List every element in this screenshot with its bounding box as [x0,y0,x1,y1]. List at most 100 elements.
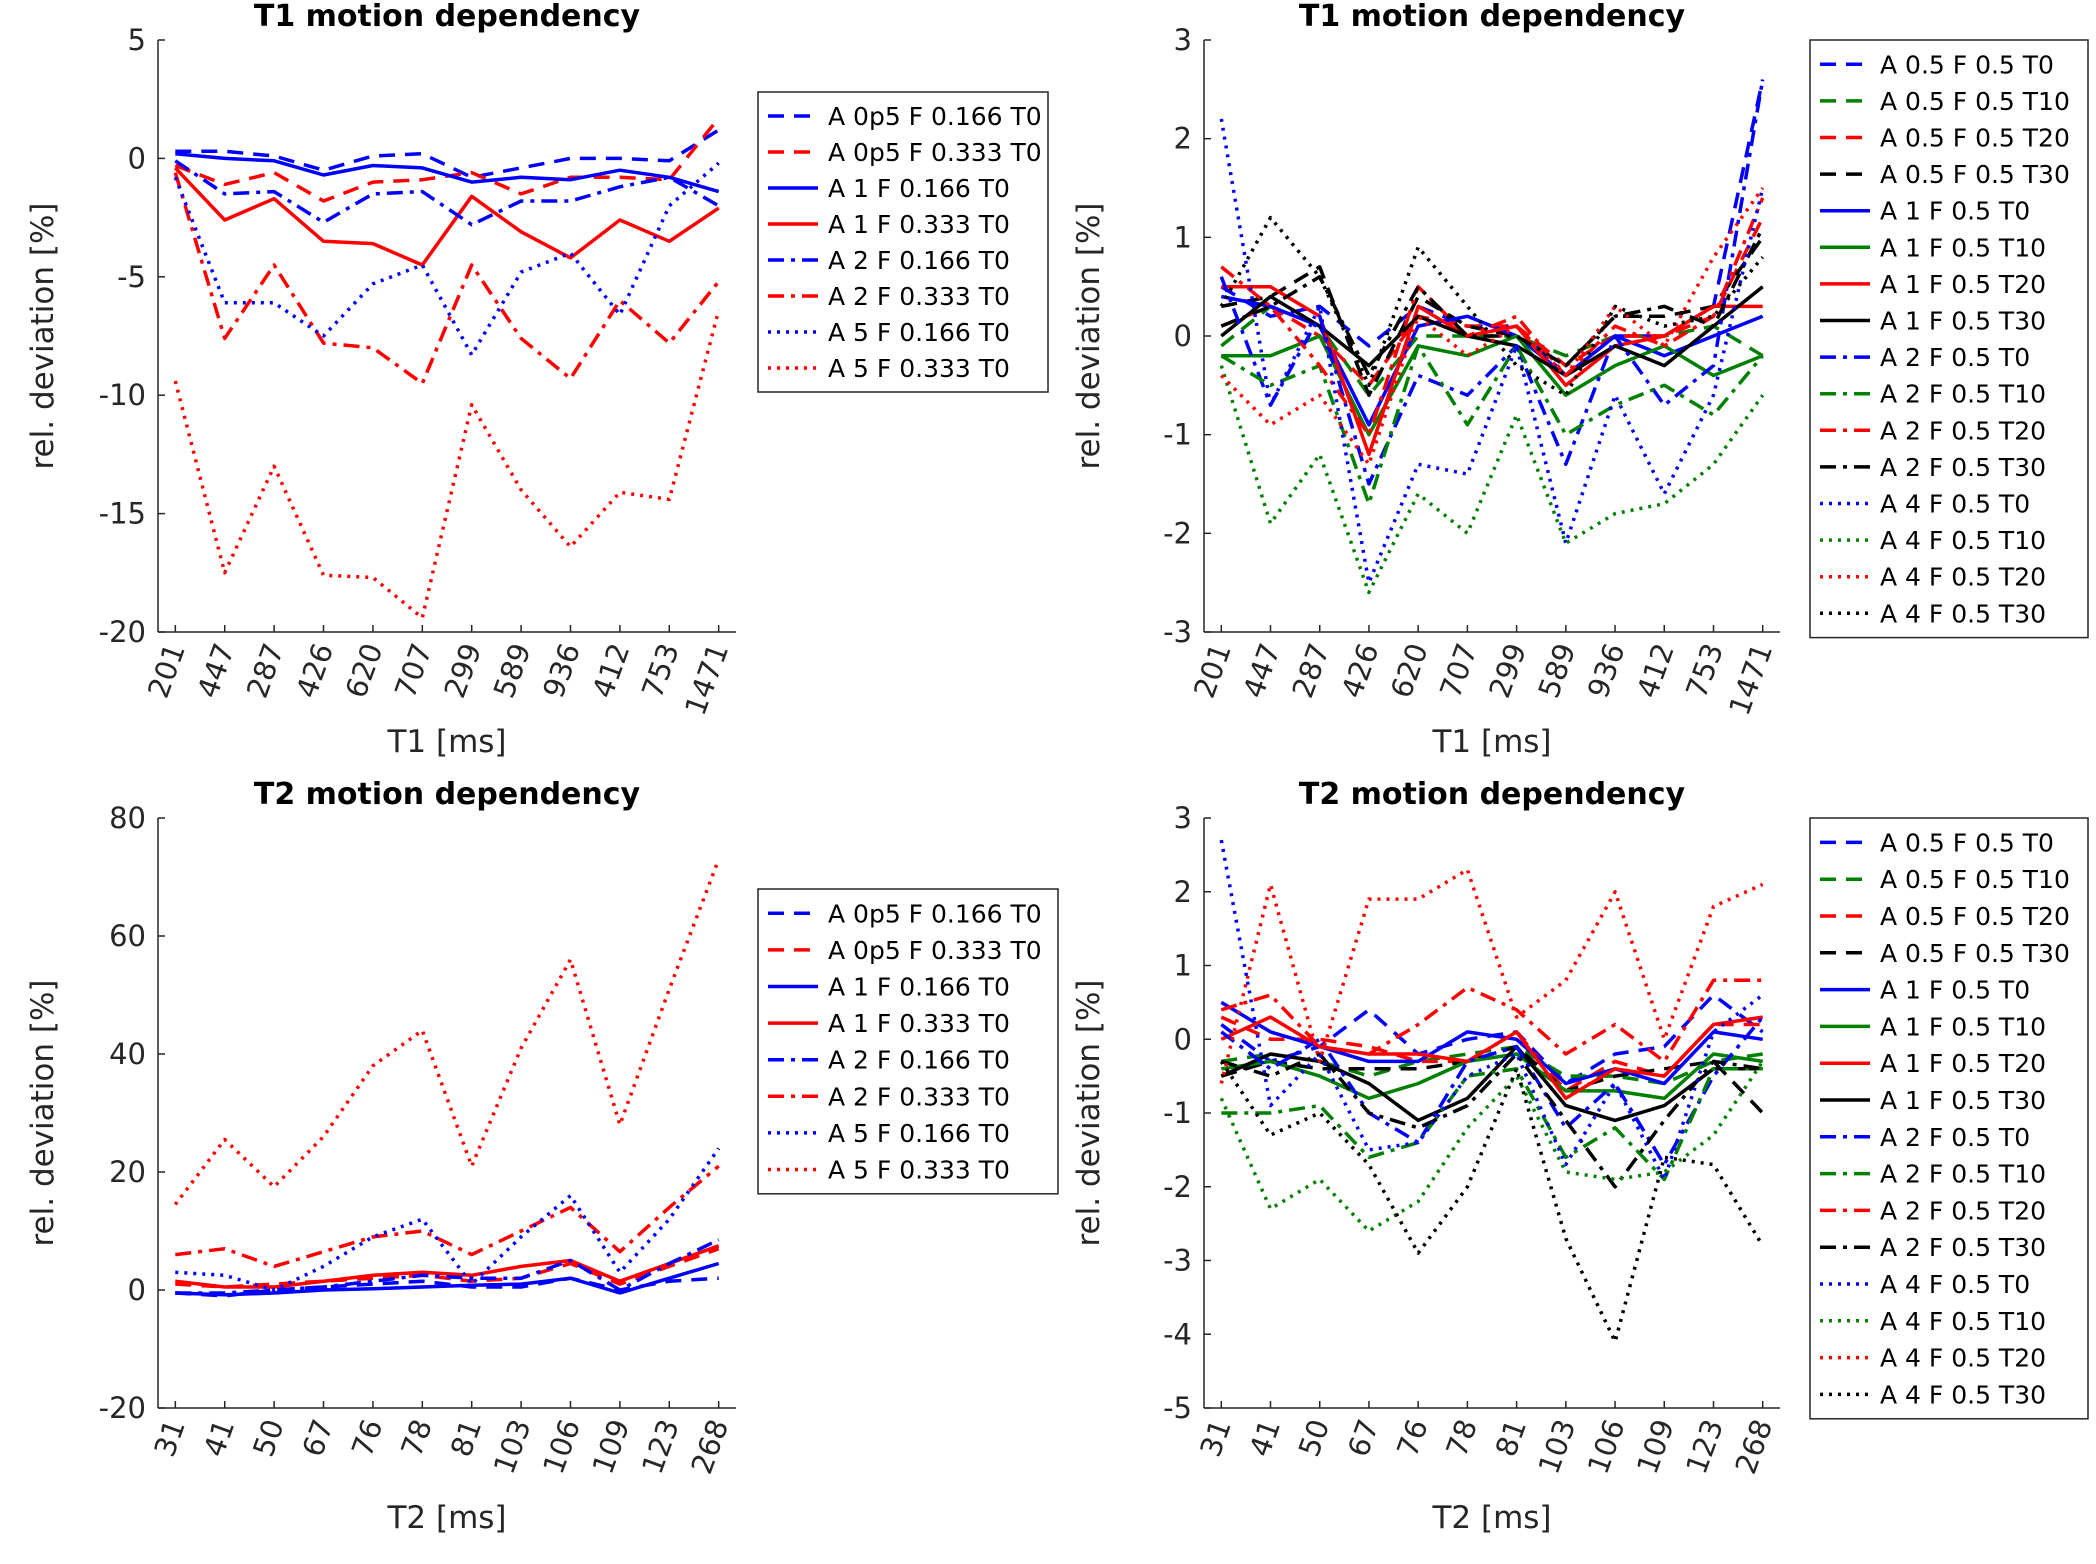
legend-entry: A 0.5 F 0.5 T10 [1880,87,2070,116]
x-tick-label: 1471 [1722,639,1779,720]
y-tick-label: -4 [1163,1317,1192,1351]
y-axis-label: rel. deviation [%] [1071,202,1107,469]
series-line-8 [173,309,721,620]
legend: A 0.5 F 0.5 T0 A 0.5 F 0.5 T10 A 0.5 F 0.5… [1809,39,2089,639]
x-tick-label: 447 [1236,639,1287,703]
x-tick-label: 707 [388,639,439,703]
series-line-9 [1220,1015,1765,1167]
legend-box [1809,817,2089,1420]
x-tick-label: 287 [1285,639,1336,703]
legend-entry: A 4 F 0.5 T20 [1880,563,2046,592]
y-tick-label: -15 [99,497,146,531]
legend-entry: A 2 F 0.166 T0 [828,1046,1010,1075]
x-tick-label: 426 [1335,639,1386,703]
legend-entry: A 2 F 0.5 T0 [1880,343,2030,372]
chart-panel-3: T2 motion dependency -20 0 20 40 60 80 31 41 50 67… [25,777,1059,1536]
x-tick-label: 936 [536,639,587,703]
legend-entry: A 5 F 0.333 T0 [828,354,1010,383]
legend-entry: A 2 F 0.5 T10 [1880,1160,2046,1189]
legend-entry: A 1 F 0.5 T10 [1880,233,2046,262]
legend-entry: A 1 F 0.166 T0 [828,973,1010,1002]
legend-entry: A 5 F 0.166 T0 [828,318,1010,347]
x-tick-label: 67 [296,1415,341,1461]
y-tick-label: -2 [1163,1170,1192,1204]
y-tick-label: -5 [117,260,146,294]
x-tick-label: 109 [1630,1415,1681,1479]
x-tick-label: 50 [246,1415,291,1461]
legend-entry: A 0.5 F 0.5 T30 [1880,160,2070,189]
x-tick-label: 412 [586,639,637,703]
y-tick-label: 2 [1174,122,1192,156]
x-tick-label: 81 [444,1415,489,1461]
y-tick-label: 0 [1174,1022,1192,1056]
series-line-7 [175,1147,721,1292]
legend-entry: A 4 F 0.5 T30 [1880,1380,2046,1409]
x-tick-label: 299 [437,639,488,703]
series-line-15 [1220,186,1765,467]
legend-entry: A 4 F 0.5 T30 [1880,599,2046,628]
series-line-9 [1219,79,1765,486]
x-tick-label: 299 [1482,639,1533,703]
y-tick-label: 20 [109,1155,146,1189]
series-line-14 [1219,1060,1765,1233]
x-tick-label: 268 [684,1415,735,1479]
x-tick-label: 76 [345,1415,390,1461]
series-line-11 [1220,978,1763,1064]
x-tick-label: 50 [1292,1415,1337,1461]
x-tick-label: 106 [1581,1415,1632,1479]
y-tick-label: -3 [1163,1244,1192,1278]
legend-entry: A 1 F 0.5 T10 [1880,1012,2046,1041]
y-tick-label: -20 [99,615,146,649]
series-line-3 [1220,216,1765,388]
chart-title: T2 motion dependency [254,777,641,812]
y-tick-label: 0 [128,141,146,175]
series-line-13 [1219,118,1765,585]
series-line-8 [173,858,721,1206]
legend-entry: A 4 F 0.5 T10 [1880,1307,2046,1336]
x-tick-label: 123 [1679,1415,1730,1479]
legend-entry: A 1 F 0.5 T0 [1880,976,2030,1005]
x-tick-label: 753 [1679,639,1730,703]
series-line-1 [175,128,720,180]
legend-entry: A 2 F 0.5 T10 [1880,380,2046,409]
series-line-14 [1219,365,1765,595]
legend-entry: A 2 F 0.333 T0 [828,1082,1010,1111]
legend-entry: A 0p5 F 0.333 T0 [828,936,1042,965]
x-tick-label: 936 [1581,639,1632,703]
x-tick-label: 103 [487,1415,538,1479]
legend-entry: A 4 F 0.5 T0 [1880,490,2030,519]
x-tick-label: 81 [1489,1415,1534,1461]
series-line-10 [1221,1067,1763,1182]
legend-entry: A 2 F 0.5 T0 [1880,1123,2030,1152]
x-tick-label: 106 [536,1415,587,1479]
series-line-10 [1220,344,1765,506]
legend-entry: A 1 F 0.5 T30 [1880,307,2046,336]
chart-title: T1 motion dependency [1299,0,1686,34]
y-tick-label: -1 [1163,1096,1192,1130]
x-tick-label: 447 [190,639,241,703]
series-line-12 [1220,1052,1763,1189]
y-axis-label: rel. deviation [%] [25,202,61,469]
legend-entry: A 1 F 0.333 T0 [828,1009,1010,1038]
legend-entry: A 0.5 F 0.5 T30 [1880,939,2070,968]
series-line-3 [175,1261,720,1297]
y-axis-label: rel. deviation [%] [1071,979,1107,1246]
series-line-6 [1221,334,1764,437]
series-line-5 [175,1238,720,1295]
legend-entry: A 1 F 0.333 T0 [828,210,1010,239]
x-tick-label: 753 [635,639,686,703]
legend-entry: A 5 F 0.166 T0 [828,1119,1010,1148]
series-line-6 [173,172,721,386]
legend-entry: A 4 F 0.5 T0 [1880,1270,2030,1299]
legend: A 0.5 F 0.5 T0 A 0.5 F 0.5 T10 A 0.5 F 0.5… [1809,817,2089,1420]
x-tick-label: 589 [487,639,538,703]
legend-entry: A 1 F 0.5 T0 [1880,197,2030,226]
y-tick-label: 1 [1174,220,1192,254]
x-tick-label: 76 [1390,1415,1435,1461]
series-line-6 [175,1164,720,1269]
legend-entry: A 4 F 0.5 T10 [1880,526,2046,555]
legend-entry: A 2 F 0.333 T0 [828,282,1010,311]
series-line-1 [175,1276,719,1298]
